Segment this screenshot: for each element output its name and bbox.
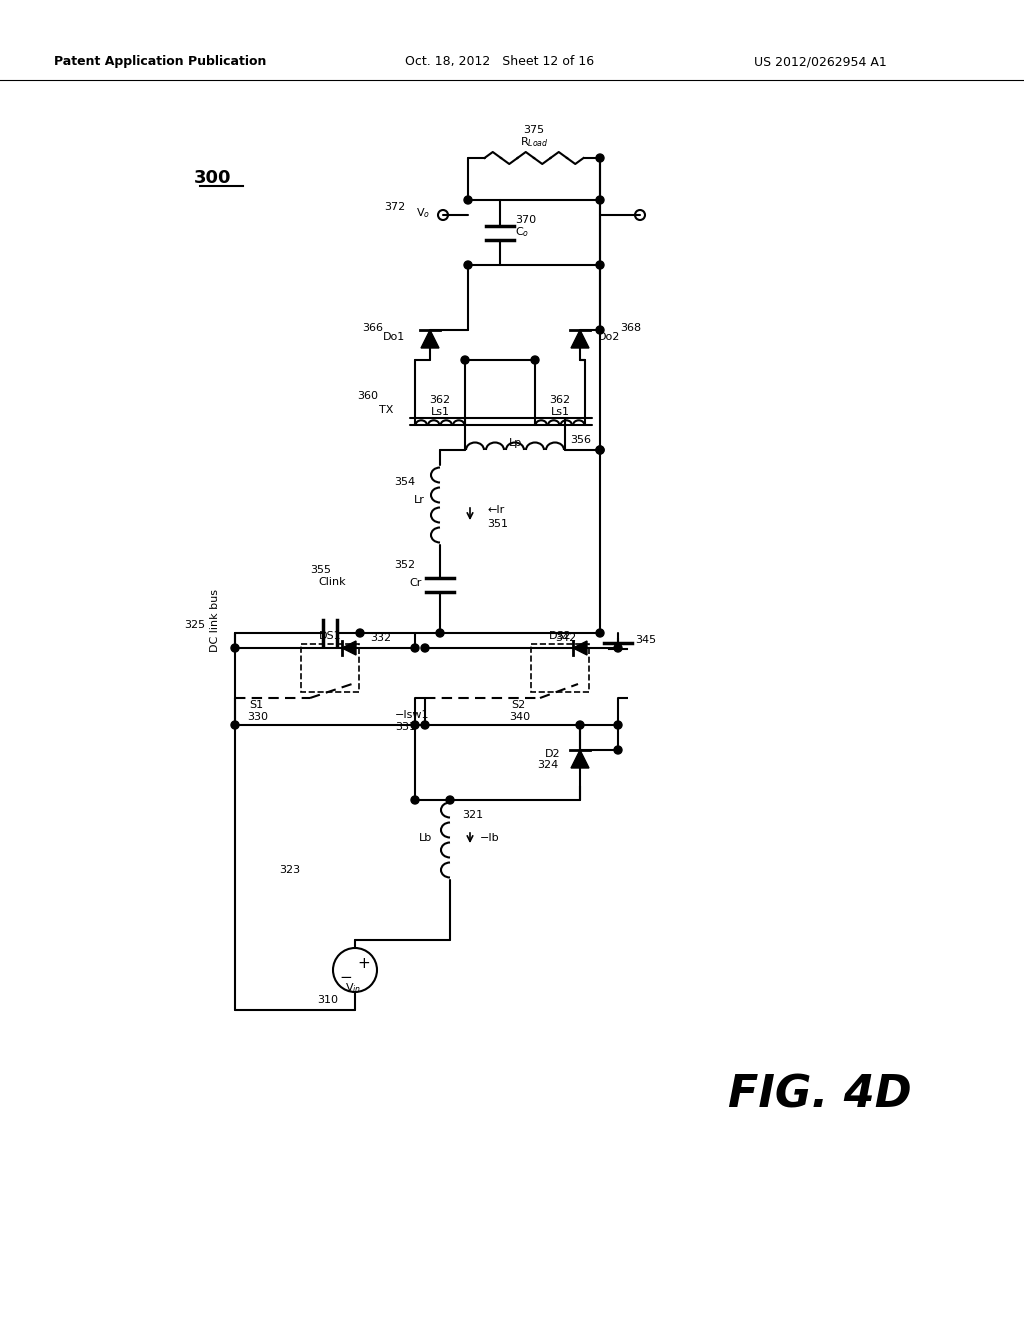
- Text: Lb: Lb: [419, 833, 432, 843]
- Text: −Ib: −Ib: [480, 833, 500, 843]
- Text: 330: 330: [247, 711, 268, 722]
- Text: 375: 375: [523, 125, 545, 135]
- Circle shape: [464, 195, 472, 205]
- Text: +: +: [357, 956, 371, 970]
- Text: TX: TX: [379, 405, 393, 414]
- Text: 368: 368: [620, 323, 641, 333]
- Circle shape: [421, 721, 429, 729]
- Text: −Isw1: −Isw1: [395, 710, 429, 719]
- Circle shape: [464, 261, 472, 269]
- Text: 372: 372: [384, 202, 406, 213]
- Text: 340: 340: [509, 711, 530, 722]
- Text: DS1: DS1: [318, 631, 341, 642]
- Circle shape: [446, 796, 454, 804]
- Polygon shape: [571, 330, 589, 348]
- Polygon shape: [573, 642, 587, 655]
- Text: Clink: Clink: [318, 577, 346, 587]
- Text: 366: 366: [362, 323, 383, 333]
- Circle shape: [461, 356, 469, 364]
- Text: Lp: Lp: [508, 438, 521, 447]
- Text: 324: 324: [537, 760, 558, 770]
- Text: 370: 370: [515, 215, 537, 224]
- Circle shape: [596, 195, 604, 205]
- Circle shape: [614, 644, 622, 652]
- Circle shape: [596, 446, 604, 454]
- Text: S2: S2: [511, 700, 525, 710]
- Text: DC link bus: DC link bus: [210, 589, 220, 652]
- Circle shape: [596, 446, 604, 454]
- Text: 351: 351: [487, 519, 508, 529]
- Text: 325: 325: [184, 620, 206, 630]
- Circle shape: [436, 630, 444, 638]
- Text: US 2012/0262954 A1: US 2012/0262954 A1: [754, 55, 887, 69]
- Text: 360: 360: [357, 391, 378, 401]
- Circle shape: [421, 644, 429, 652]
- Text: Do2: Do2: [598, 333, 621, 342]
- Circle shape: [596, 630, 604, 638]
- Text: V$_{in}$: V$_{in}$: [345, 981, 361, 995]
- Circle shape: [575, 721, 584, 729]
- Text: 356: 356: [570, 436, 591, 445]
- Circle shape: [531, 356, 539, 364]
- Text: 321: 321: [462, 810, 483, 820]
- Text: ←Ir: ←Ir: [487, 506, 504, 515]
- Text: DS2: DS2: [549, 631, 571, 642]
- Text: 323: 323: [279, 865, 300, 875]
- Circle shape: [596, 326, 604, 334]
- Circle shape: [231, 644, 239, 652]
- Polygon shape: [342, 642, 356, 655]
- Text: 362: 362: [550, 395, 570, 405]
- Text: 355: 355: [310, 565, 331, 576]
- Circle shape: [231, 721, 239, 729]
- Text: 332: 332: [370, 634, 391, 643]
- Circle shape: [411, 721, 419, 729]
- Text: S1: S1: [249, 700, 263, 710]
- Text: Oct. 18, 2012   Sheet 12 of 16: Oct. 18, 2012 Sheet 12 of 16: [406, 55, 595, 69]
- Text: 310: 310: [317, 995, 338, 1005]
- Text: FIG. 4D: FIG. 4D: [728, 1073, 912, 1117]
- Text: C$_o$: C$_o$: [515, 226, 529, 239]
- Text: −: −: [340, 969, 352, 985]
- Text: Ls1: Ls1: [551, 407, 569, 417]
- Polygon shape: [421, 330, 439, 348]
- Text: D2: D2: [545, 748, 560, 759]
- Text: Ls1: Ls1: [430, 407, 450, 417]
- Text: 342: 342: [555, 634, 577, 643]
- Circle shape: [596, 154, 604, 162]
- Text: 352: 352: [394, 560, 415, 570]
- Text: 354: 354: [394, 477, 415, 487]
- Text: 362: 362: [429, 395, 451, 405]
- Circle shape: [411, 644, 419, 652]
- Text: R$_{Load}$: R$_{Load}$: [519, 135, 548, 149]
- Text: Lr: Lr: [414, 495, 425, 506]
- Text: Do1: Do1: [383, 333, 406, 342]
- Circle shape: [614, 746, 622, 754]
- Polygon shape: [571, 750, 589, 768]
- Circle shape: [614, 721, 622, 729]
- Circle shape: [356, 630, 364, 638]
- Text: Patent Application Publication: Patent Application Publication: [54, 55, 266, 69]
- Circle shape: [596, 261, 604, 269]
- Text: 345: 345: [635, 635, 656, 645]
- Text: V$_o$: V$_o$: [416, 206, 430, 220]
- Text: 331: 331: [395, 722, 416, 733]
- Text: 300: 300: [195, 169, 231, 187]
- Text: Cr: Cr: [410, 578, 422, 587]
- Circle shape: [411, 796, 419, 804]
